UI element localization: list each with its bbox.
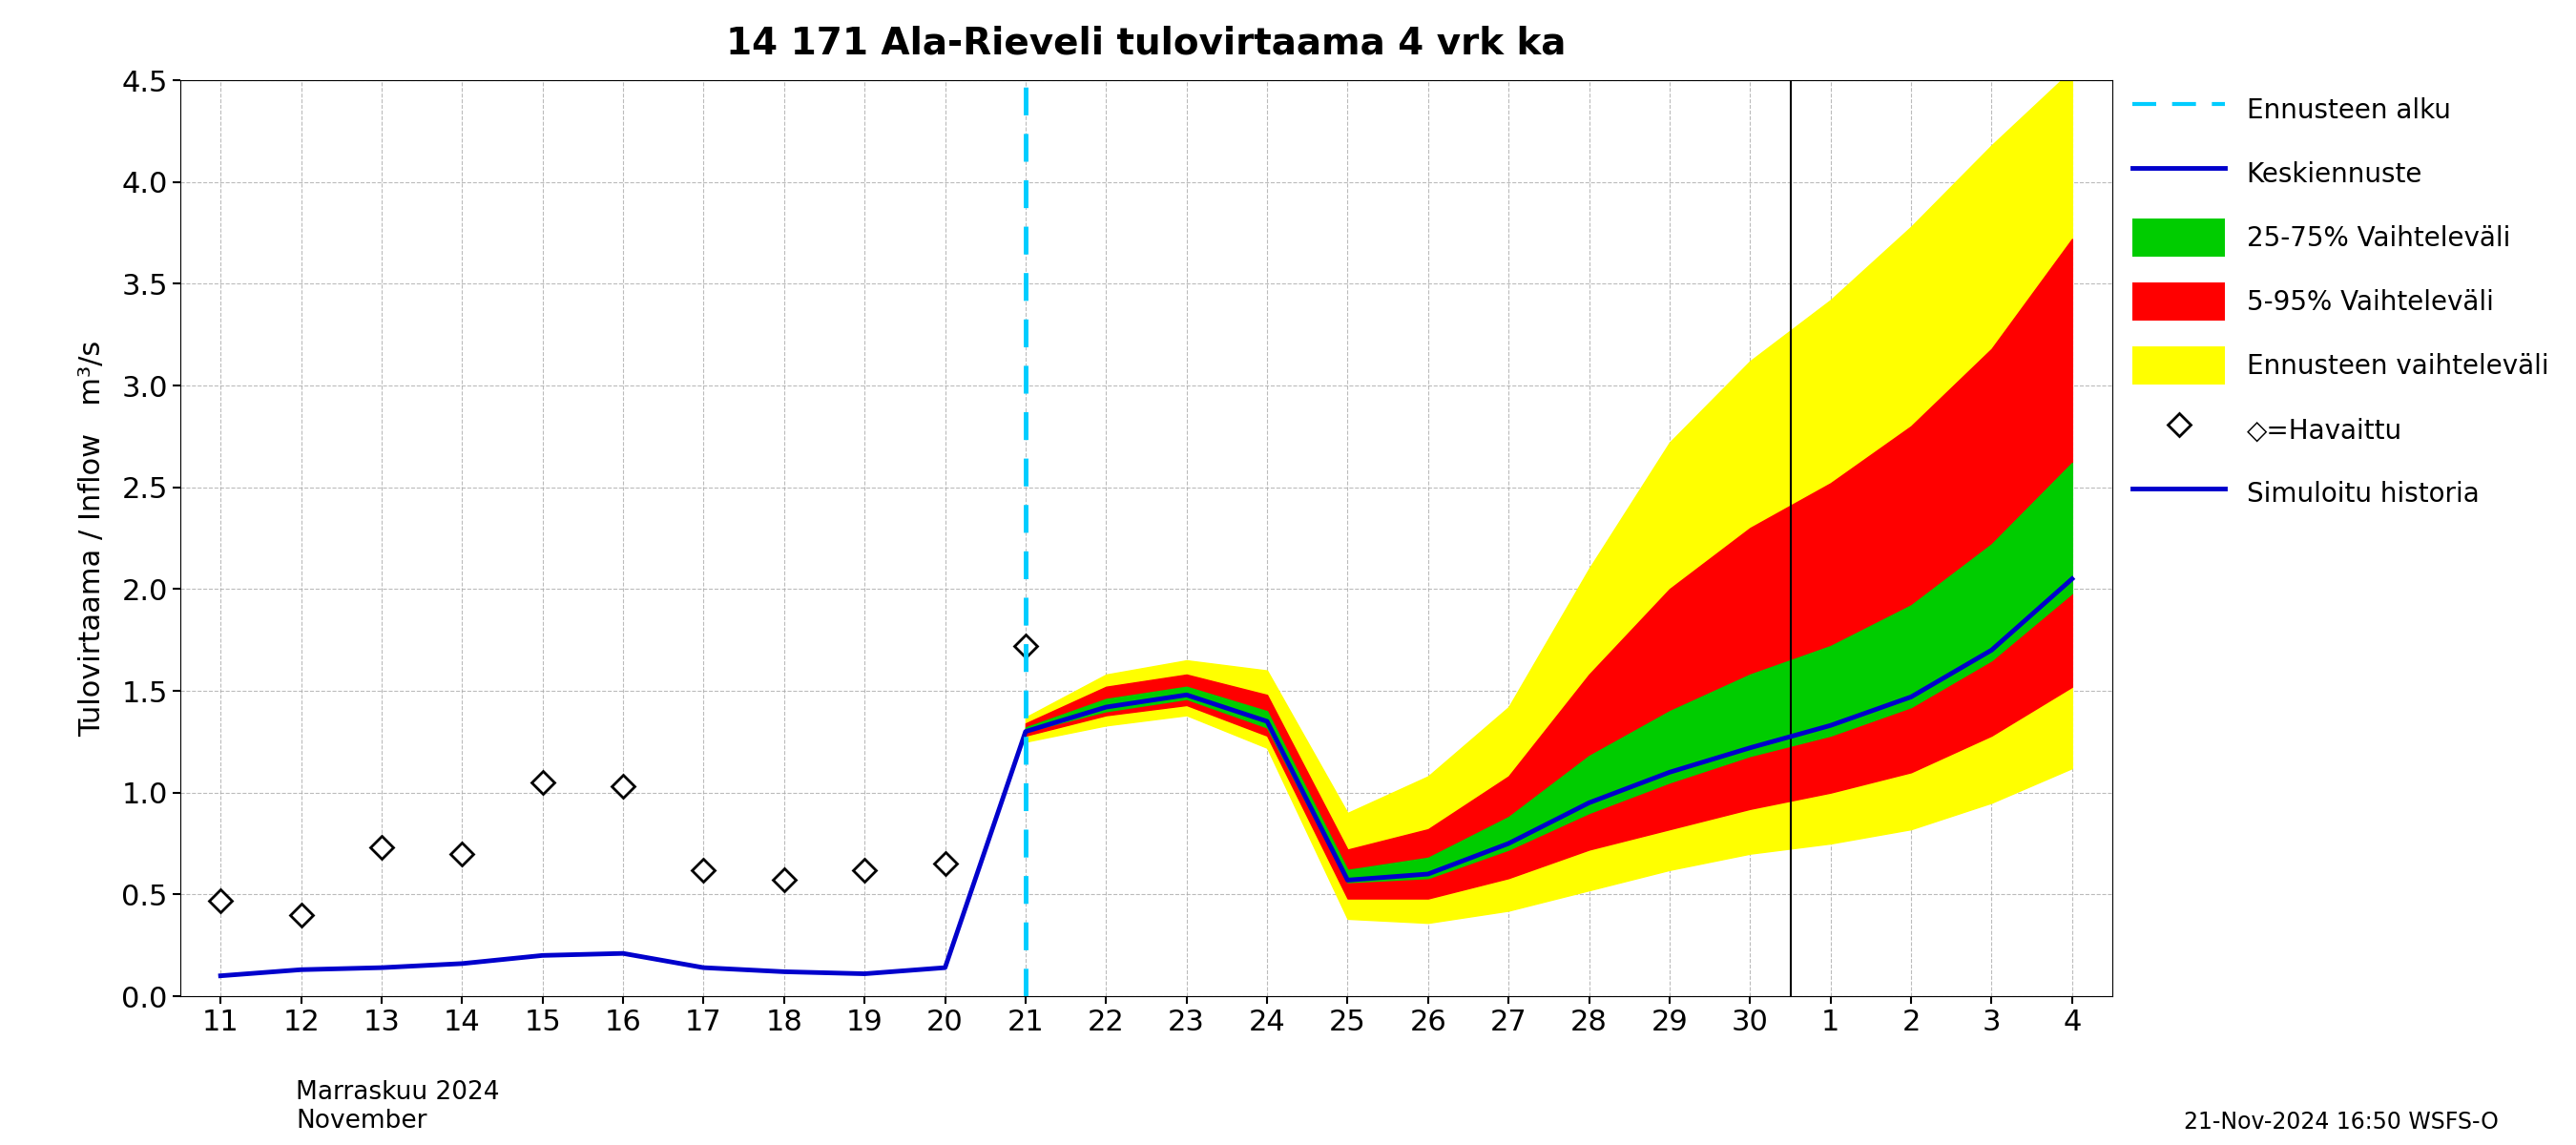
Title: 14 171 Ala-Rieveli tulovirtaama 4 vrk ka: 14 171 Ala-Rieveli tulovirtaama 4 vrk ka	[726, 25, 1566, 62]
Legend: Ennusteen alku, Keskiennuste, 25-75% Vaihteleväli, 5-95% Vaihteleväli, Ennusteen: Ennusteen alku, Keskiennuste, 25-75% Vai…	[2123, 80, 2558, 523]
Y-axis label: Tulovirtaama / Inflow   m³/s: Tulovirtaama / Inflow m³/s	[77, 340, 106, 736]
Text: Marraskuu 2024
November: Marraskuu 2024 November	[296, 1080, 500, 1134]
Text: 21-Nov-2024 16:50 WSFS-O: 21-Nov-2024 16:50 WSFS-O	[2184, 1111, 2499, 1134]
